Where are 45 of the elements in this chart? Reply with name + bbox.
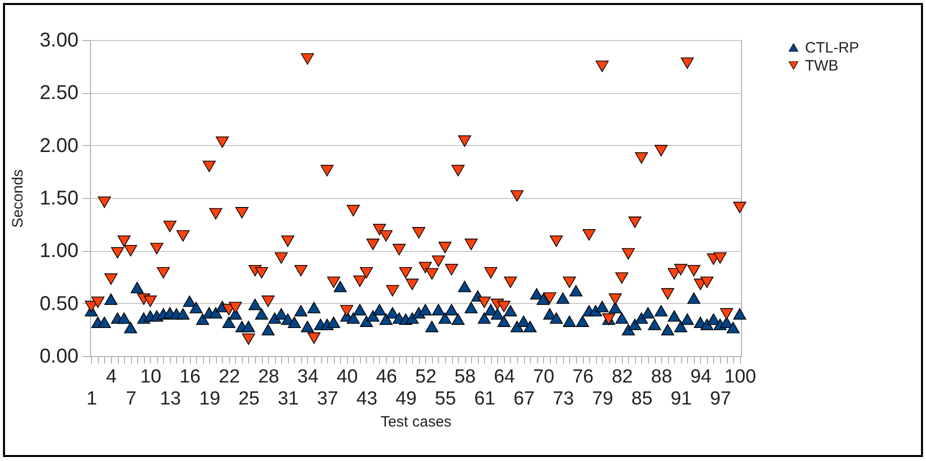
x-tick-label: 34 [297, 366, 319, 388]
y-tick-label: 0.00 [40, 346, 78, 368]
y-tick-label: 1.50 [40, 188, 78, 210]
x-tick-label: 61 [474, 388, 496, 410]
x-tick-label: 82 [612, 366, 633, 388]
x-tick-label: 67 [513, 388, 535, 410]
x-tick-label: 31 [278, 388, 299, 410]
x-tick-label: 10 [140, 366, 162, 388]
x-tick-label: 76 [572, 366, 594, 388]
x-tick-label: 58 [454, 366, 476, 388]
x-axis-title: Test cases [380, 414, 452, 430]
x-tick-label: 40 [336, 366, 358, 388]
y-tick-label: 0.50 [40, 292, 78, 315]
x-tick-label: 79 [592, 388, 614, 410]
x-tick-label: 16 [179, 366, 201, 388]
x-tick-label: 85 [631, 388, 653, 410]
x-tick-label: 22 [218, 366, 240, 388]
x-tick-label: 37 [317, 388, 338, 410]
x-tick-label: 52 [415, 366, 436, 388]
x-tick-label: 28 [258, 366, 280, 388]
x-tick-label: 94 [690, 366, 712, 388]
x-tick-label: 4 [106, 366, 118, 388]
x-tick-label: 73 [552, 388, 574, 410]
y-tick-label: 3.00 [40, 30, 78, 52]
legend-label: CTL-RP [805, 40, 860, 56]
x-tick-label: 49 [396, 388, 417, 410]
y-axis-title: Seconds [10, 169, 27, 228]
legend-label: TWB [805, 58, 838, 74]
y-tick-label: 2.50 [40, 82, 78, 104]
x-tick-label: 13 [160, 388, 181, 410]
x-tick-label: 64 [494, 366, 516, 388]
x-tick-label: 7 [126, 388, 136, 410]
x-tick-label: 97 [710, 388, 732, 410]
x-tick-label: 43 [356, 388, 378, 410]
x-tick-label: 91 [670, 388, 692, 410]
x-tick-label: 1 [86, 388, 98, 410]
y-tick-label: 1.00 [40, 240, 78, 262]
x-tick-label: 25 [238, 388, 260, 410]
x-tick-label: 46 [376, 366, 398, 388]
x-tick-label: 70 [533, 366, 554, 388]
x-tick-label: 88 [651, 366, 672, 388]
x-tick-label: 19 [199, 388, 220, 410]
y-tick-label: 2.00 [40, 134, 78, 157]
x-tick-label: 55 [434, 388, 456, 410]
x-tick-label: 100 [724, 366, 756, 388]
